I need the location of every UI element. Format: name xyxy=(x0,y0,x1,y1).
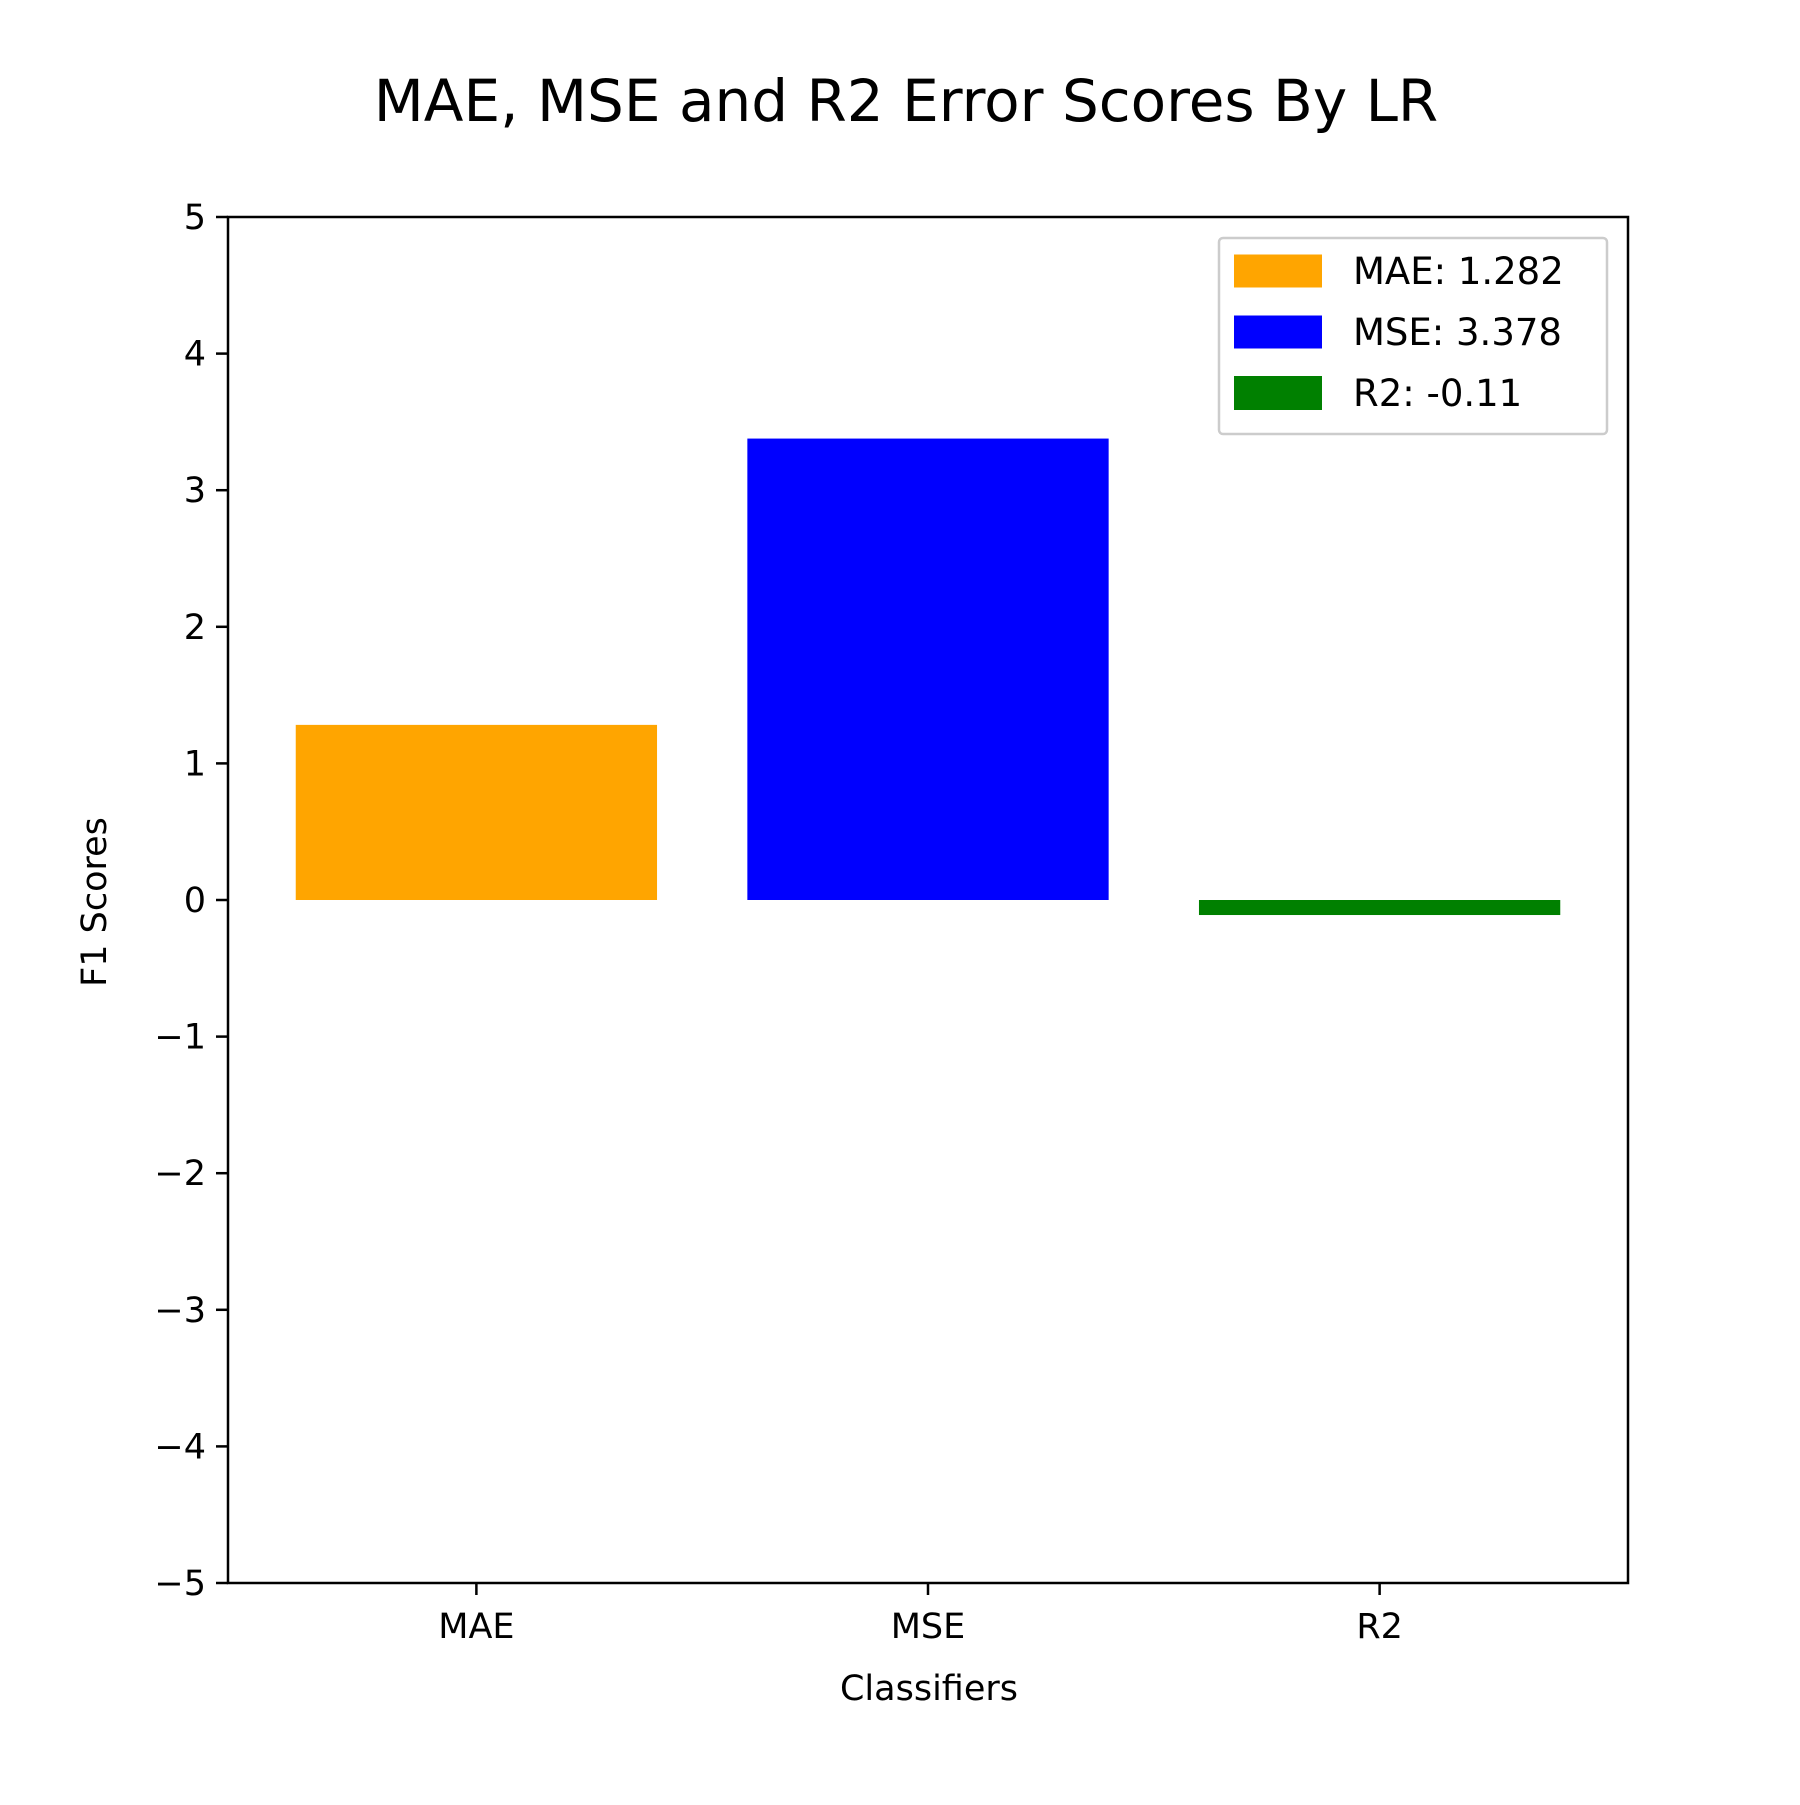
legend-swatch xyxy=(1234,254,1322,288)
y-tick-label: 0 xyxy=(184,881,206,921)
x-tick-label: MAE xyxy=(438,1607,514,1647)
y-tick-label: −2 xyxy=(154,1154,206,1194)
legend-swatch xyxy=(1234,315,1322,349)
y-tick-label: −4 xyxy=(154,1427,206,1467)
bar-r2 xyxy=(1198,900,1561,916)
legend-label: MSE: 3.378 xyxy=(1353,311,1562,354)
y-tick-label: −3 xyxy=(154,1291,206,1331)
y-axis-label: F1 Scores xyxy=(75,817,115,987)
y-tick-label: 1 xyxy=(184,744,206,784)
legend-swatch xyxy=(1234,376,1322,410)
x-tick-label: R2 xyxy=(1356,1607,1403,1647)
bar-mse xyxy=(747,438,1109,900)
y-tick-label: 5 xyxy=(184,198,206,238)
x-tick-label: MSE xyxy=(891,1607,966,1647)
x-axis-label: Classifiers xyxy=(840,1669,1018,1709)
plot-area: 5 4 3 2 1 0 −1 −2 −3 −4 −5 MAE MSE R2 xyxy=(154,198,1630,1647)
y-tick-label: 4 xyxy=(184,335,206,375)
legend-label: MAE: 1.282 xyxy=(1353,250,1564,293)
bar-mae xyxy=(295,724,658,900)
chart-title: MAE, MSE and R2 Error Scores By LR xyxy=(374,67,1438,135)
y-tick-label: 3 xyxy=(184,471,206,511)
legend-label: R2: -0.11 xyxy=(1353,372,1522,415)
y-tick-label: −1 xyxy=(154,1018,206,1058)
y-tick-label: −5 xyxy=(154,1564,206,1604)
legend: MAE: 1.282 MSE: 3.378 R2: -0.11 xyxy=(1217,236,1609,436)
y-tick-label: 2 xyxy=(184,608,206,648)
